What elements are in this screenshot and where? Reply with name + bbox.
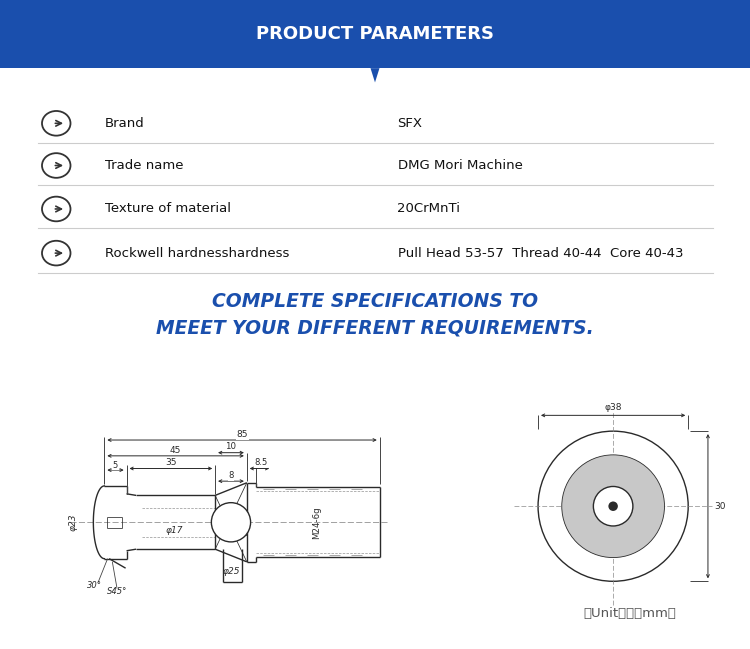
Circle shape xyxy=(562,455,664,557)
Text: M24-6g: M24-6g xyxy=(312,506,321,539)
Text: SFX: SFX xyxy=(398,117,422,130)
Circle shape xyxy=(42,153,70,178)
Text: MEEET YOUR DIFFERENT REQUIREMENTS.: MEEET YOUR DIFFERENT REQUIREMENTS. xyxy=(156,318,594,337)
Text: 35: 35 xyxy=(165,458,176,467)
Circle shape xyxy=(211,503,250,542)
Text: PRODUCT PARAMETERS: PRODUCT PARAMETERS xyxy=(256,25,494,43)
Circle shape xyxy=(42,111,70,136)
Text: 5: 5 xyxy=(112,461,118,470)
Text: Rockwell hardnesshardness: Rockwell hardnesshardness xyxy=(105,247,290,260)
Text: 8.5: 8.5 xyxy=(254,458,268,467)
Text: 20CrMnTi: 20CrMnTi xyxy=(398,202,460,215)
Text: COMPLETE SPECIFICATIONS TO: COMPLETE SPECIFICATIONS TO xyxy=(212,292,538,312)
Circle shape xyxy=(593,487,633,526)
Circle shape xyxy=(42,241,70,265)
Text: φ25: φ25 xyxy=(222,567,240,576)
Text: Trade name: Trade name xyxy=(105,159,184,172)
Bar xyxy=(0,0,750,68)
Text: φ17: φ17 xyxy=(165,526,183,535)
Text: （Unit）：（mm）: （Unit）：（mm） xyxy=(584,607,676,620)
Circle shape xyxy=(608,502,618,511)
Text: Pull Head 53-57  Thread 40-44  Core 40-43: Pull Head 53-57 Thread 40-44 Core 40-43 xyxy=(398,247,683,260)
Circle shape xyxy=(538,431,688,582)
Polygon shape xyxy=(370,68,380,82)
Text: 30: 30 xyxy=(714,502,725,511)
Text: 85: 85 xyxy=(236,430,248,439)
Text: 10: 10 xyxy=(226,443,236,452)
Circle shape xyxy=(42,197,70,221)
Text: φ23: φ23 xyxy=(68,513,77,531)
Text: 30°: 30° xyxy=(88,581,103,590)
Text: 45: 45 xyxy=(170,446,182,455)
Text: S45°: S45° xyxy=(107,587,128,596)
Text: 8: 8 xyxy=(228,471,234,480)
Text: DMG Mori Machine: DMG Mori Machine xyxy=(398,159,522,172)
Text: Brand: Brand xyxy=(105,117,145,130)
Text: φ38: φ38 xyxy=(604,403,622,412)
Text: Texture of material: Texture of material xyxy=(105,202,231,215)
